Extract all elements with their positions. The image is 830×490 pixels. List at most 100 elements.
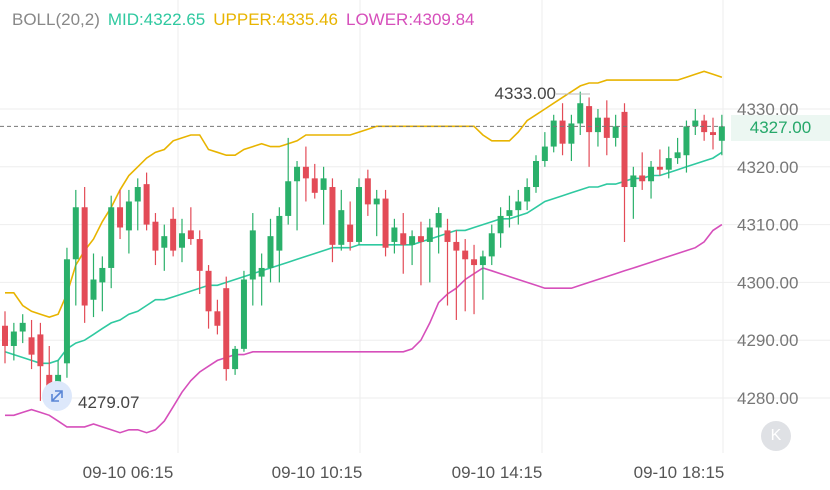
- candle: [232, 345, 239, 375]
- candle-body: [594, 117, 601, 133]
- candle-body: [550, 120, 557, 147]
- candle-body: [462, 250, 469, 260]
- candle: [400, 213, 407, 274]
- legend-boll: BOLL(20,2): [12, 10, 100, 29]
- candle-body: [152, 221, 159, 251]
- candle-body: [426, 227, 433, 242]
- candle: [223, 276, 230, 381]
- x-tick-label: 09-10 18:15: [634, 463, 725, 482]
- candle-body: [99, 267, 106, 283]
- candle: [479, 250, 486, 300]
- candle-body: [364, 178, 371, 205]
- candle-body: [444, 230, 451, 242]
- candle-body: [515, 201, 522, 211]
- candle: [559, 103, 566, 156]
- candle-body: [541, 146, 548, 162]
- candle-body: [63, 259, 70, 364]
- candle-body: [524, 187, 531, 202]
- grid: [0, 0, 830, 453]
- candle: [639, 152, 646, 190]
- candle-body: [187, 230, 194, 240]
- candle-body: [612, 126, 619, 138]
- candle-body: [347, 224, 354, 242]
- candle: [10, 322, 17, 361]
- candle: [524, 178, 531, 211]
- candle-body: [320, 178, 327, 190]
- candle: [117, 189, 124, 240]
- candle: [214, 299, 221, 335]
- candle-body: [435, 213, 442, 228]
- y-axis: 4330.00 4320.00 4310.00 4300.00 4290.00 4280.…: [737, 100, 798, 408]
- candle: [125, 189, 132, 254]
- candle-body: [143, 184, 150, 225]
- candle-body: [2, 325, 8, 346]
- candle: [187, 207, 194, 245]
- candle: [594, 109, 601, 147]
- boll-lower-line: [5, 223, 723, 434]
- candle-body: [400, 233, 407, 245]
- legend-mid: MID:4322.65: [107, 10, 206, 29]
- candle-body: [329, 187, 336, 245]
- collapse-left-button[interactable]: K: [761, 421, 791, 451]
- y-tick-label: 4310.00: [737, 216, 798, 235]
- candle-body: [276, 215, 283, 251]
- boll-upper-line: [5, 70, 723, 318]
- candle-body: [692, 120, 699, 127]
- candle-body: [533, 161, 539, 188]
- candle-body: [179, 233, 185, 248]
- candle: [19, 314, 26, 344]
- candle-body: [10, 331, 17, 346]
- candle: [426, 218, 433, 283]
- legend-upper: UPPER:4335.46: [213, 10, 338, 29]
- candle: [320, 166, 327, 225]
- candle-body: [621, 111, 628, 188]
- y-tick-label: 4330.00: [737, 100, 798, 119]
- candle: [196, 230, 203, 294]
- candle: [417, 221, 424, 286]
- candle-body: [648, 166, 655, 182]
- candle: [364, 169, 371, 216]
- candle: [435, 207, 442, 254]
- candle: [444, 218, 451, 306]
- candle-body: [568, 123, 575, 144]
- candle: [267, 218, 274, 283]
- candle: [170, 207, 177, 257]
- candle: [710, 117, 716, 150]
- candle-body: [170, 218, 177, 251]
- boll-bands: [4, 70, 723, 434]
- candle: [718, 114, 725, 156]
- x-tick-label: 09-10 06:15: [83, 463, 174, 482]
- candle-body: [196, 239, 203, 271]
- candles: [2, 91, 725, 404]
- candle: [656, 149, 663, 176]
- candle: [205, 265, 212, 329]
- candle: [453, 230, 460, 320]
- candle: [462, 239, 469, 312]
- candle: [302, 146, 309, 202]
- candle-body: [577, 103, 584, 124]
- candle-body: [718, 126, 725, 141]
- candle: [409, 230, 416, 266]
- zoom-button[interactable]: [42, 381, 72, 411]
- candle: [568, 114, 575, 162]
- candle: [294, 161, 301, 231]
- candle: [471, 244, 478, 315]
- candle-body: [701, 120, 708, 133]
- candle-body: [108, 207, 115, 268]
- candle: [347, 201, 354, 251]
- candle: [630, 166, 637, 219]
- candle: [701, 114, 708, 141]
- candle: [90, 253, 97, 318]
- candle: [28, 319, 35, 370]
- candle-body: [409, 236, 416, 245]
- candle: [382, 189, 389, 257]
- candle-body: [19, 322, 26, 332]
- candle-body: [479, 256, 486, 266]
- candle-body: [417, 236, 424, 242]
- candle: [665, 146, 672, 179]
- candle: [152, 213, 159, 266]
- candle-body: [559, 120, 566, 144]
- candle: [488, 224, 495, 266]
- candle-body: [81, 207, 88, 306]
